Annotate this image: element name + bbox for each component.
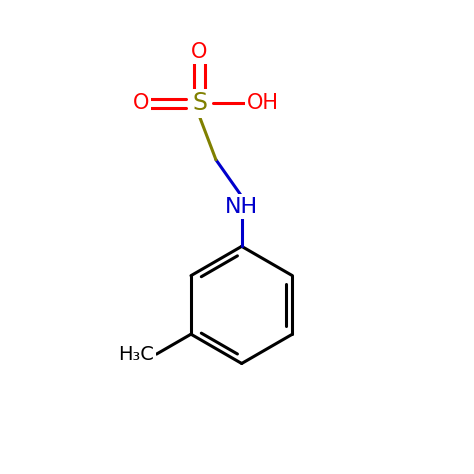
Text: NH: NH bbox=[225, 197, 258, 217]
Text: O: O bbox=[133, 93, 149, 113]
Text: H₃C: H₃C bbox=[118, 345, 154, 364]
Text: S: S bbox=[192, 91, 207, 116]
Text: OH: OH bbox=[247, 93, 279, 113]
Text: O: O bbox=[191, 42, 208, 62]
